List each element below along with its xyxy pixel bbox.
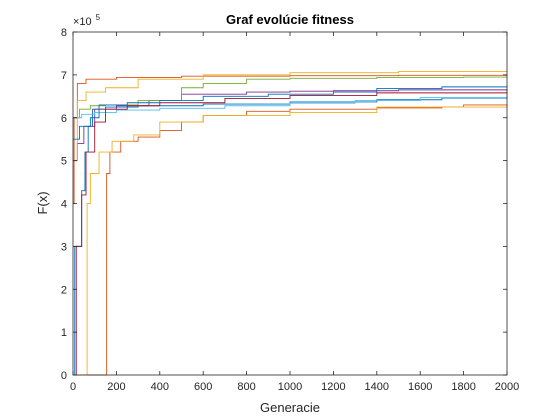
series-layer: [73, 69, 508, 376]
x-tick-label: 800: [237, 381, 255, 393]
x-axis-label: Generacie: [260, 400, 320, 415]
series-line-9: [73, 69, 508, 162]
series-line-7: [73, 91, 508, 376]
series-line-6: [73, 95, 508, 119]
x-tick-label: 1800: [451, 381, 475, 393]
y-tick-label: 0: [61, 370, 67, 382]
y-tick-label: 5: [61, 156, 67, 168]
y-axis-ticks: 0 1 2 3 4 5 6 7 8: [61, 27, 507, 382]
x-tick-label: 1000: [278, 381, 302, 393]
series-line-10: [73, 85, 508, 140]
y-tick-label: 1: [61, 327, 67, 339]
plot-area: [73, 32, 507, 375]
x-tick-label: 2000: [495, 381, 519, 393]
y-tick-label: 3: [61, 241, 67, 253]
y-tick-label: 6: [61, 113, 67, 125]
y-tick-label: 2: [61, 284, 67, 296]
x-tick-label: 600: [194, 381, 212, 393]
y-axis-label: F(x): [35, 191, 50, 214]
y-exponent-power: 5: [96, 13, 101, 22]
x-tick-label: 0: [70, 381, 76, 393]
x-tick-label: 1400: [365, 381, 389, 393]
y-tick-label: 7: [61, 70, 67, 82]
y-tick-label: 8: [61, 27, 67, 39]
x-tick-label: 1200: [321, 381, 345, 393]
x-tick-label: 200: [107, 381, 125, 393]
y-exponent-base: ×10: [73, 16, 92, 28]
x-tick-label: 400: [151, 381, 169, 393]
y-tick-label: 4: [61, 199, 67, 211]
x-tick-label: 1600: [408, 381, 432, 393]
series-line-5: [73, 76, 508, 119]
series-line-3: [73, 104, 508, 376]
x-axis-ticks: 0 200 400 600 800 1000 1200 1400 1600 1800 2000: [70, 32, 519, 393]
chart-title: Graf evolúcie fitness: [226, 12, 354, 27]
y-exponent-label: ×10 5: [73, 12, 101, 29]
